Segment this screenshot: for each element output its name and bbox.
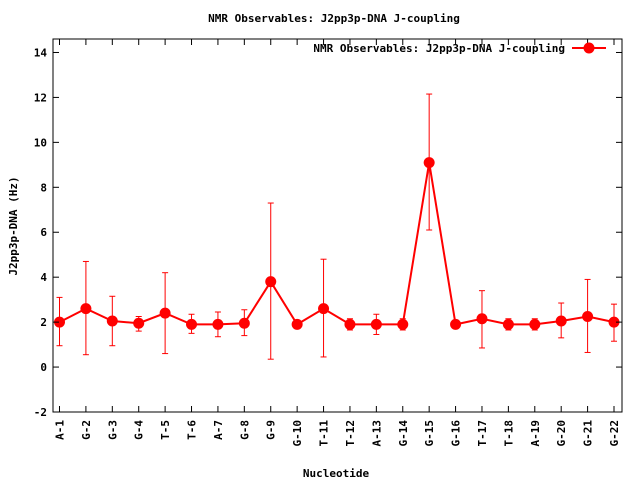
data-point (370, 318, 382, 330)
y-axis-label: J2pp3p-DNA (Hz) (7, 176, 20, 275)
data-point (423, 157, 435, 169)
x-tick-label: G-15 (423, 420, 436, 447)
x-tick-label: A-7 (212, 420, 225, 440)
y-tick-label: 4 (40, 271, 47, 284)
data-point (106, 315, 118, 327)
x-tick-label: G-9 (265, 420, 278, 440)
x-axis-label: Nucleotide (303, 467, 370, 480)
y-tick-label: 14 (34, 46, 48, 59)
x-tick-label: T-12 (344, 420, 357, 447)
data-point (133, 317, 145, 329)
data-point (476, 313, 488, 325)
x-tick-label: G-16 (450, 420, 463, 447)
data-point (265, 276, 277, 288)
legend-marker-swatch (583, 42, 595, 54)
axes: -2 0 2 4 6 8 10 12 14 A-1 G-2 G-3 G-4 T-5 T-6 A-7 G-8 G-9… (34, 39, 622, 447)
data-point (397, 318, 409, 330)
plot-area (54, 93, 620, 360)
x-tick-label: A-13 (370, 420, 383, 447)
y-tick-label: -2 (34, 406, 47, 419)
y-tick-label: 10 (34, 136, 47, 149)
y-tick-label: 6 (40, 226, 47, 239)
x-tick-label: G-4 (133, 420, 146, 440)
data-point (344, 318, 356, 330)
series-line (59, 162, 615, 326)
x-tick-label: G-10 (291, 420, 304, 447)
x-tick-label: G-2 (80, 420, 93, 440)
data-point (291, 318, 303, 330)
y-tick-label: 0 (40, 361, 47, 374)
data-point (608, 316, 620, 328)
data-point (54, 316, 65, 328)
data-point (212, 318, 224, 330)
x-tick-label: T-11 (318, 420, 331, 447)
data-point (186, 318, 198, 330)
data-point (238, 317, 250, 329)
data-point (502, 318, 514, 330)
data-point (582, 311, 594, 323)
chart-title: NMR Observables: J2pp3p-DNA J-coupling (208, 12, 460, 25)
x-tick-label: G-8 (238, 420, 251, 440)
x-tick-label: A-19 (529, 420, 542, 447)
legend-label: NMR Observables: J2pp3p-DNA J-coupling (313, 42, 565, 55)
x-tick-label: G-3 (106, 420, 119, 440)
x-tick-label: G-21 (582, 420, 595, 447)
data-point (555, 315, 567, 327)
x-tick-label: G-20 (555, 420, 568, 447)
x-tick-label: T-5 (159, 420, 172, 440)
y-tick-label: 8 (40, 181, 47, 194)
y-tick-label: 12 (34, 91, 47, 104)
plot-frame (52, 38, 623, 413)
data-point (450, 318, 462, 330)
x-tick-label: T-6 (186, 420, 199, 440)
x-tick-label: T-18 (502, 420, 515, 447)
data-point (529, 318, 541, 330)
x-tick-label: T-17 (476, 420, 489, 447)
x-tick-label: G-14 (397, 420, 410, 447)
x-tick-label: G-22 (608, 420, 621, 447)
x-tick-label: A-1 (54, 420, 67, 440)
legend: NMR Observables: J2pp3p-DNA J-coupling (313, 42, 606, 55)
data-point (80, 303, 92, 315)
data-point (159, 307, 171, 319)
data-point (318, 303, 330, 315)
y-tick-label: 2 (40, 316, 47, 329)
